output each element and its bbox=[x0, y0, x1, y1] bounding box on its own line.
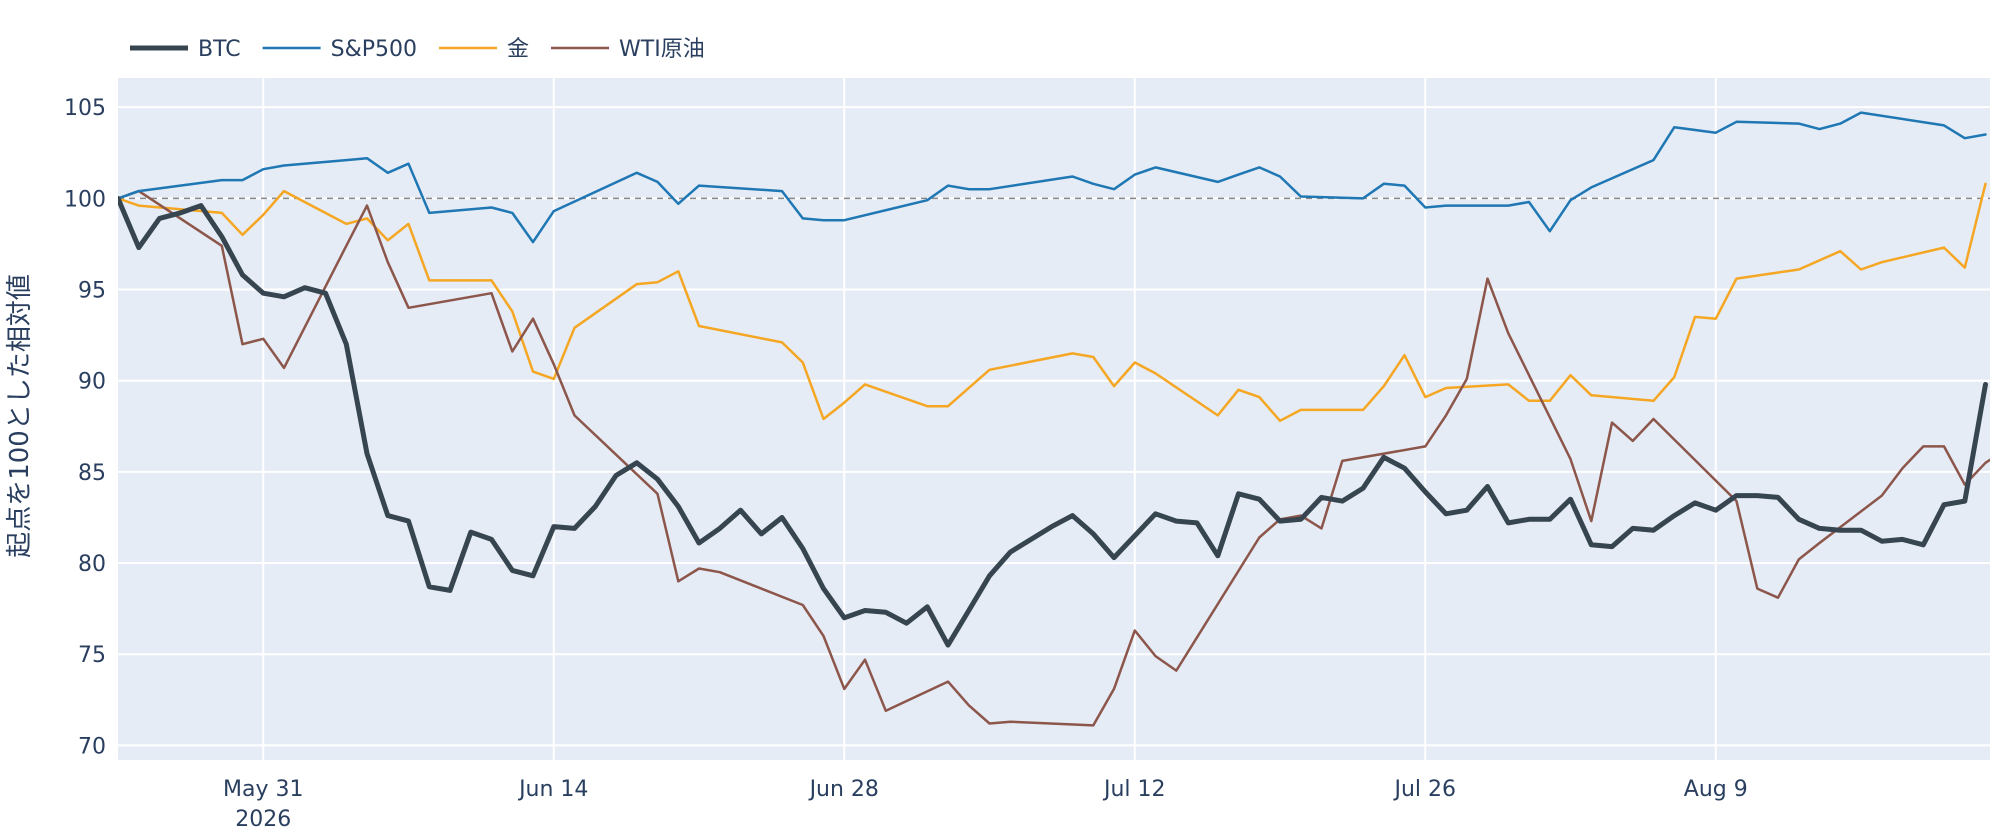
legend-label: WTI原油 bbox=[619, 37, 705, 62]
legend-label: S&P500 bbox=[331, 37, 417, 62]
x-axis: May 31 2026 Jun 14 Jun 28 Jul 12 Jul 26 Aug 9 bbox=[223, 777, 1748, 832]
series-line-sp500 bbox=[118, 111, 1987, 244]
legend-label: 金 bbox=[507, 37, 529, 62]
y-tick-label: 95 bbox=[78, 279, 106, 304]
y-tick-label: 80 bbox=[78, 552, 106, 577]
x-tick-label: Aug 9 bbox=[1684, 777, 1748, 802]
y-tick-label: 70 bbox=[78, 734, 106, 759]
y-tick-label: 85 bbox=[78, 461, 106, 486]
y-axis: 70 75 80 85 90 95 100 105 bbox=[64, 96, 106, 759]
legend[interactable]: BTC S&P500 金 WTI原油 bbox=[130, 37, 705, 62]
y-tick-label: 100 bbox=[64, 187, 106, 212]
legend-item-sp500[interactable]: S&P500 bbox=[262, 37, 417, 62]
legend-label: BTC bbox=[198, 37, 241, 62]
plot-area bbox=[118, 78, 1990, 760]
x-tick-label: Jul 12 bbox=[1102, 777, 1166, 802]
x-tick-label: May 31 bbox=[223, 777, 303, 802]
series-line-series-2 bbox=[118, 182, 1987, 423]
y-axis-title: 起点を100とした相対値 bbox=[5, 274, 35, 558]
x-tick-label: Jul 26 bbox=[1392, 777, 1456, 802]
y-tick-label: 105 bbox=[64, 96, 106, 121]
y-tick-label: 75 bbox=[78, 643, 106, 668]
series-line-btc bbox=[118, 195, 1988, 648]
series-group bbox=[118, 111, 1990, 727]
legend-item-series-2[interactable]: 金 bbox=[439, 37, 529, 62]
x-tick-label: Jun 14 bbox=[517, 777, 588, 802]
series-line-wti bbox=[118, 189, 1990, 727]
legend-item-wti[interactable]: WTI原油 bbox=[551, 37, 705, 62]
x-tick-label: Jun 28 bbox=[808, 777, 879, 802]
x-tick-sublabel: 2026 bbox=[235, 807, 291, 832]
legend-item-btc[interactable]: BTC bbox=[130, 37, 241, 62]
y-tick-label: 90 bbox=[78, 370, 106, 395]
